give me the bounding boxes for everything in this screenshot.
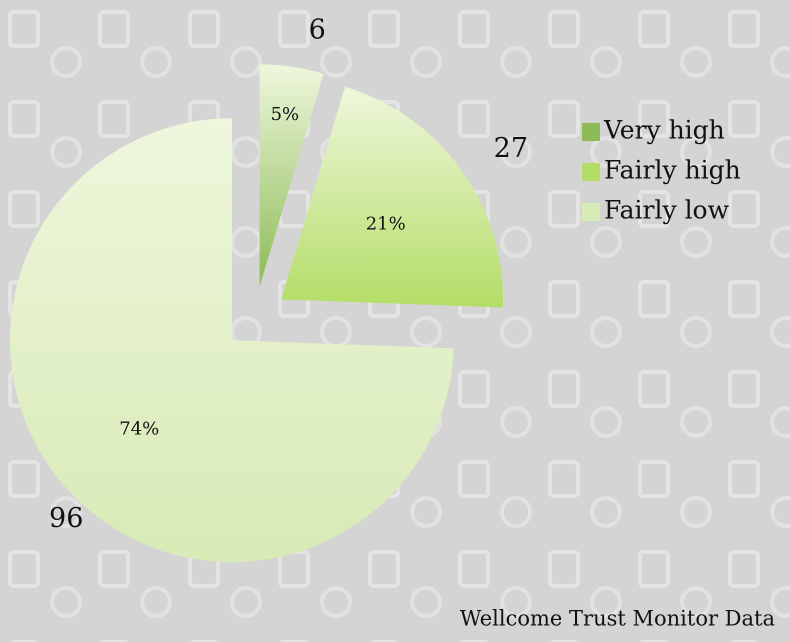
pie-slice: [9, 118, 454, 563]
value-label: 27: [494, 133, 528, 164]
value-label: 6: [309, 15, 326, 46]
legend-swatch: [582, 123, 600, 141]
value-label: 96: [49, 503, 83, 534]
pie-slice: [259, 64, 324, 287]
legend-swatch: [582, 163, 600, 181]
source-note: Wellcome Trust Monitor Data: [460, 607, 775, 631]
legend-label: Very high: [603, 116, 725, 145]
legend-swatch: [582, 203, 600, 221]
share-label: 74%: [119, 419, 159, 440]
pie-slice: [281, 86, 504, 308]
share-label: 5%: [271, 104, 300, 125]
legend-label: Fairly high: [604, 156, 741, 185]
legend-label: Fairly low: [604, 196, 730, 225]
share-label: 21%: [366, 213, 406, 234]
